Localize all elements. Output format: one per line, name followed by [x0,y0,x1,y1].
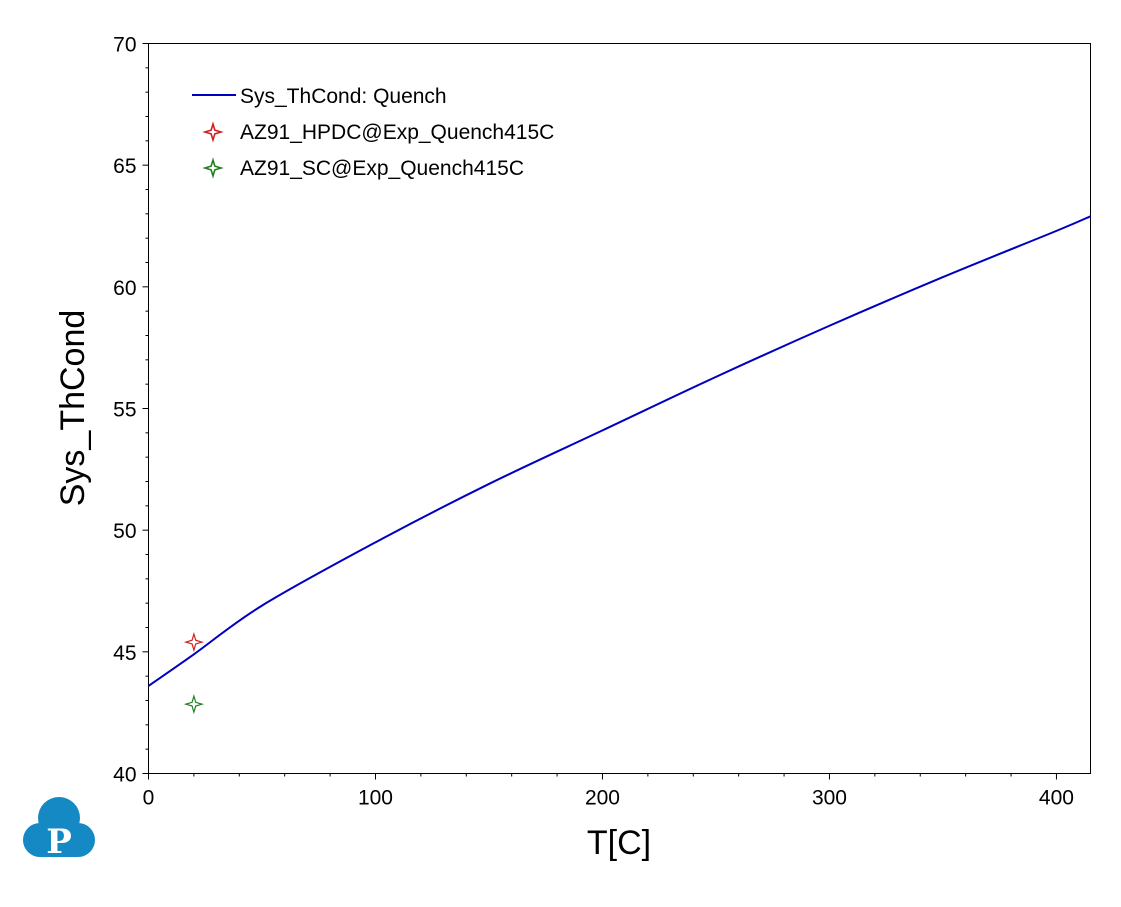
series-layer [147,215,1091,715]
x-axis-title: T[C] [587,824,651,862]
y-tick-label: 60 [113,277,136,300]
data-point-2-0 [183,694,204,715]
y-tick-label: 70 [113,34,136,57]
y-tick-label: 45 [113,642,136,665]
legend-marker-swatch [202,157,224,179]
data-point-1-0 [183,632,204,653]
x-tick-label: 400 [1039,787,1074,810]
legend-label: AZ91_SC@Exp_Quench415C [240,157,524,180]
y-tick-label: 40 [113,764,136,787]
y-axis-title: Sys_ThCond [54,310,92,507]
logo-letter: P [46,822,72,862]
x-tick-label: 100 [358,787,393,810]
y-tick-label: 55 [113,399,136,422]
y-tick-label: 50 [113,520,136,543]
legend-label: Sys_ThCond: Quench [240,85,447,108]
series-line-sys-thcond-quench [147,215,1091,687]
x-tick-label: 200 [585,787,620,810]
x-tick-label: 0 [143,787,155,810]
y-tick-label: 65 [113,155,136,178]
pandat-logo-icon: P [23,797,95,862]
legend-label: AZ91_HPDC@Exp_Quench415C [240,121,554,144]
logo-cloud-base [40,832,78,857]
legend: Sys_ThCond: Quench AZ91_HPDC@Exp_Quench41… [192,85,554,180]
axis-tick-labels: 0 100 200 300 400 40 45 50 55 60 65 70 [113,34,1074,810]
legend-marker-swatch [202,121,224,143]
axis-ticks [142,43,1057,780]
plot-area-frame [148,43,1091,774]
x-tick-label: 300 [812,787,847,810]
